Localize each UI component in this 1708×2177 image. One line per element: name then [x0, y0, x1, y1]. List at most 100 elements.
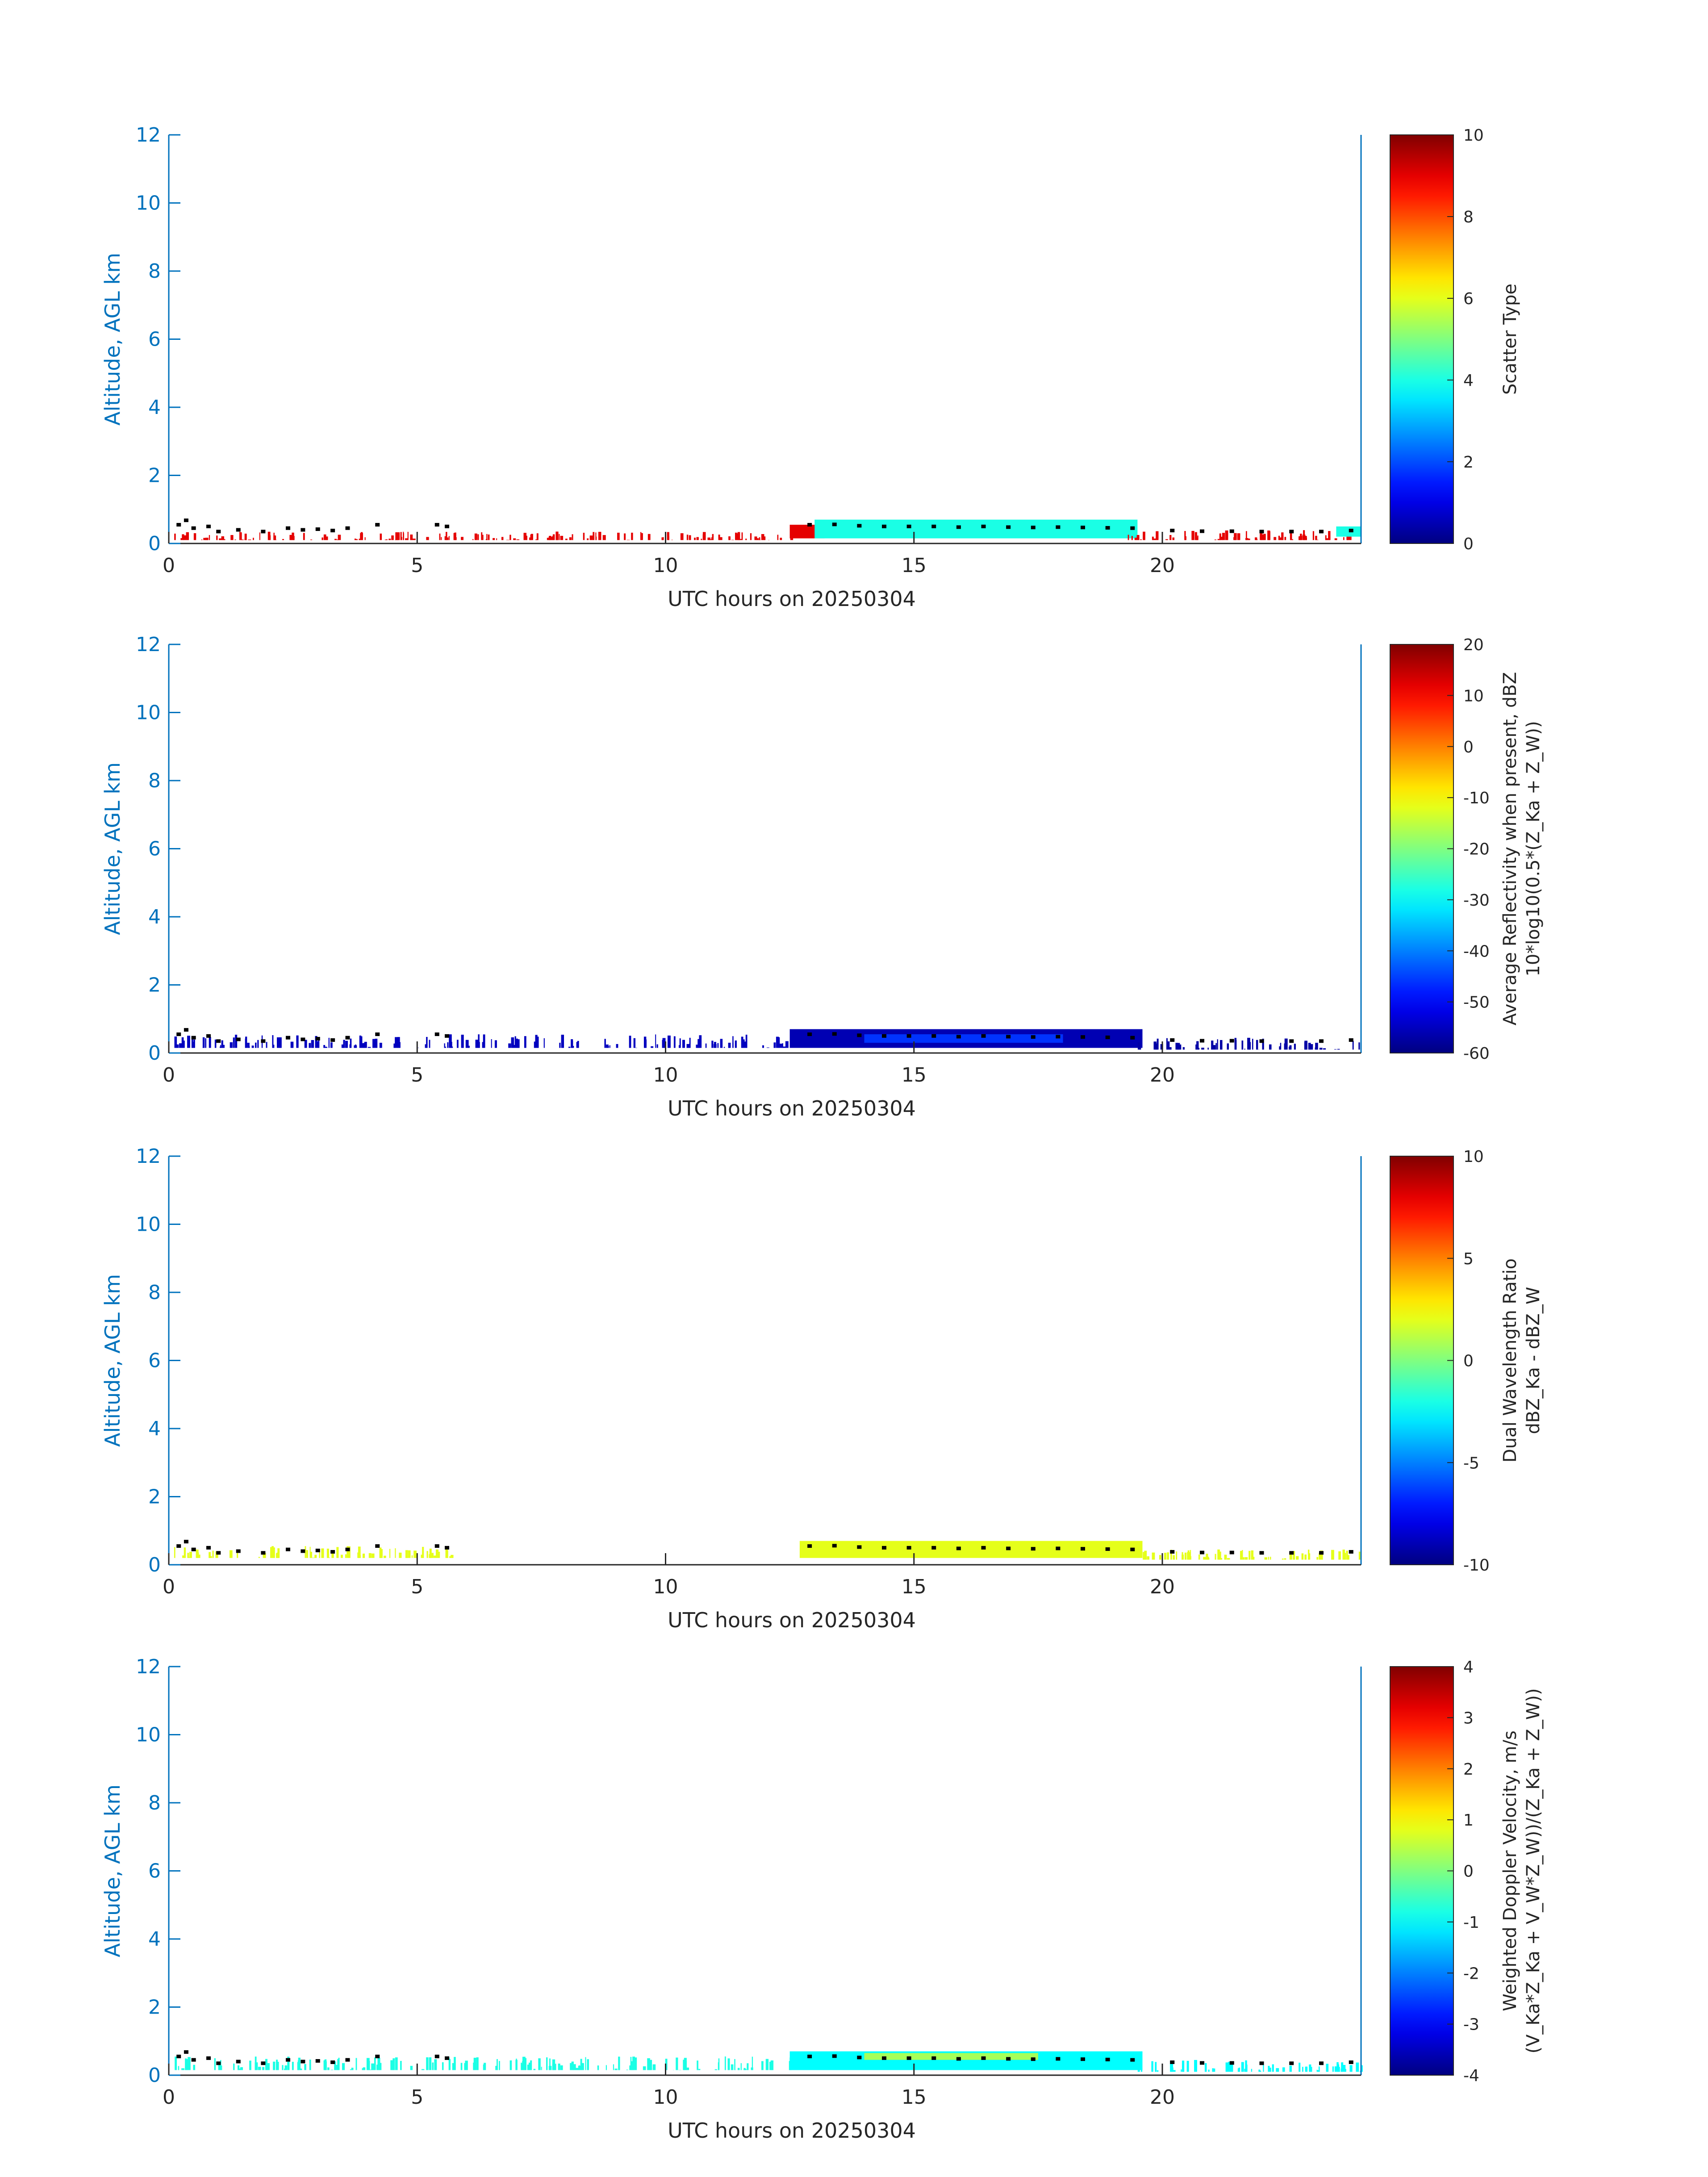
echo-streak	[1261, 533, 1263, 540]
echo-streak	[215, 1551, 218, 1558]
echo-streak	[361, 1036, 363, 1048]
echo-streak	[1159, 1555, 1161, 1560]
overlay-marker	[832, 522, 837, 526]
echo-streak	[309, 2060, 311, 2070]
echo-streak	[699, 1035, 702, 1048]
overlay-marker	[1081, 526, 1085, 530]
echo-streak	[1289, 2065, 1292, 2072]
echo-streak	[222, 1045, 225, 1048]
echo-streak	[237, 2065, 240, 2070]
echo-streak	[533, 2068, 536, 2070]
echo-streak	[694, 537, 696, 540]
echo-streak	[656, 1044, 658, 1048]
echo-streak	[718, 2058, 720, 2070]
echo-band	[799, 1541, 1143, 1558]
panel-3: 0 2 4 6 8 10 12 0 5 10 15 20 UTC hours on 20250304 Al…	[100, 1145, 1544, 1632]
echo-streak	[1177, 1043, 1180, 1050]
colorbar-tick-label: -5	[1463, 1454, 1479, 1472]
echo-streak	[1172, 2070, 1176, 2072]
echo-streak	[449, 1034, 452, 1048]
echo-streak	[403, 531, 404, 540]
echo-streak	[309, 1043, 311, 1048]
overlay-marker	[981, 1034, 986, 1038]
overlay-marker	[330, 1550, 335, 1554]
overlay-marker	[981, 1546, 986, 1550]
echo-streak	[684, 2061, 687, 2070]
overlay-marker	[1349, 2060, 1353, 2064]
echo-streak	[1195, 1044, 1197, 1050]
echo-streak	[292, 534, 294, 540]
overlay-marker	[434, 1032, 439, 1036]
echo-streak	[1187, 1550, 1190, 1560]
echo-streak	[1167, 1041, 1170, 1050]
x-axis-label: UTC hours on 20250304	[668, 1096, 916, 1120]
echo-streak	[1143, 1552, 1145, 1560]
echo-streak	[1346, 1550, 1348, 1560]
echo-streak	[750, 533, 752, 540]
colorbar-tick-label: 3	[1463, 1709, 1474, 1727]
echo-streak	[397, 532, 400, 540]
overlay-marker	[956, 1546, 961, 1550]
echo-streak	[1222, 533, 1225, 540]
y-tick-label: 4	[148, 1417, 161, 1440]
echo-streak	[1219, 1558, 1223, 1560]
echo-streak	[368, 1553, 372, 1558]
echo-streak	[454, 2057, 456, 2070]
echo-streak	[482, 535, 484, 540]
overlay-marker	[906, 1546, 911, 1550]
overlay-marker	[857, 2056, 862, 2060]
echo-streak	[209, 1556, 212, 1558]
echo-streak	[355, 539, 358, 540]
echo-streak	[1155, 1045, 1157, 1050]
echo-streak	[1300, 534, 1302, 540]
echo-streak	[780, 538, 782, 540]
echo-streak	[322, 537, 323, 540]
echo-streak	[272, 1035, 274, 1048]
echo-streak	[714, 1042, 716, 1048]
overlay-marker	[807, 1032, 812, 1036]
echo-streak	[395, 2057, 398, 2070]
echo-streak	[1334, 538, 1337, 540]
echo-streak	[633, 1038, 636, 1048]
colorbar-tick-label: -10	[1463, 789, 1490, 807]
echo-streak	[701, 539, 702, 540]
echo-streak	[697, 2060, 698, 2070]
overlay-marker	[445, 1034, 449, 1038]
x-tick-label: 15	[902, 1064, 927, 1086]
overlay-marker	[1289, 2061, 1294, 2065]
echo-streak	[1281, 532, 1284, 540]
echo-streak	[1264, 1557, 1267, 1560]
echo-streak	[1184, 1552, 1187, 1560]
echo-streak	[310, 1551, 312, 1558]
overlay-marker	[1229, 1039, 1234, 1043]
echo-streak	[712, 534, 714, 540]
echo-streak	[1213, 1045, 1216, 1050]
echo-streak	[1128, 535, 1129, 540]
echo-streak	[1215, 1043, 1217, 1050]
colorbar-tick-label: 1	[1463, 1811, 1474, 1830]
echo-streak	[337, 539, 339, 540]
echo-streak	[1177, 1048, 1179, 1050]
colorbar-tick-label: 0	[1463, 1352, 1474, 1371]
overlay-marker	[931, 524, 936, 528]
echo-streak	[720, 1039, 723, 1048]
echo-streak	[525, 2058, 526, 2070]
overlay-marker	[261, 2061, 266, 2065]
echo-streak	[1289, 1553, 1292, 1560]
echo-streak	[410, 2066, 413, 2070]
echo-streak	[1225, 530, 1228, 540]
echo-streak	[363, 1043, 366, 1048]
echo-streak	[577, 1040, 579, 1048]
echo-streak	[754, 536, 757, 540]
echo-streak	[314, 1554, 317, 1558]
overlay-marker	[1229, 2061, 1234, 2065]
echo-streak	[305, 1546, 306, 1558]
x-tick-label: 10	[653, 1575, 678, 1598]
echo-streak	[199, 1554, 200, 1558]
overlay-marker	[216, 530, 221, 534]
y-tick-label: 2	[148, 1486, 161, 1508]
echo-features	[174, 1541, 1361, 1560]
echo-streak	[230, 535, 234, 540]
overlay-marker	[1259, 1551, 1264, 1555]
echo-streak	[343, 1040, 345, 1048]
